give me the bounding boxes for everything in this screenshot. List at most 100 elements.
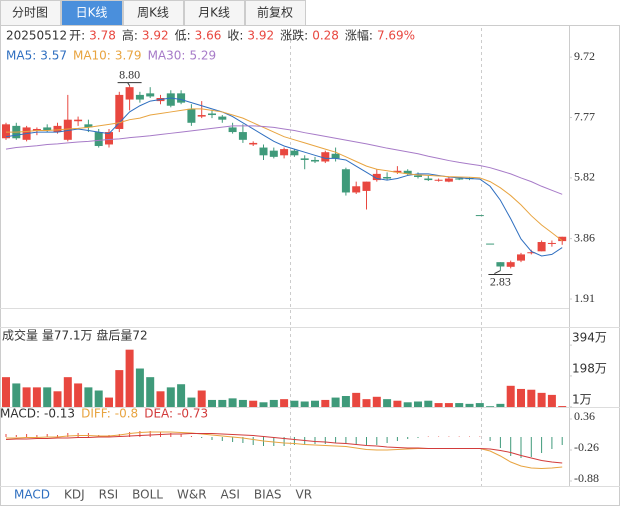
candle-body [94,132,103,147]
candle-body [32,128,41,131]
candle-body [496,262,505,267]
tab[interactable] [123,0,184,26]
indicator-tab[interactable]: VR [296,488,313,502]
y-tick-label: 198万 [572,361,607,375]
volume-bar [506,385,515,407]
volume-bar [105,397,113,407]
y-tick-label: -0.88 [574,471,599,485]
candle-body [218,116,227,120]
tab-label[interactable]: 前复权 [257,5,293,20]
candle-body [208,113,216,116]
candle-body [506,262,515,267]
tab[interactable] [0,0,61,26]
volume-bar [22,387,31,407]
tab[interactable] [61,0,123,26]
candle-body [444,178,453,182]
quote-date: 20250512 [6,29,67,43]
y-tick-label: 1万 [572,392,592,406]
volume-bar [486,406,495,407]
volume-bar [74,383,83,407]
y-tick-label: 9.72 [574,49,595,63]
volume-bar [32,387,41,407]
indicator-tab[interactable]: BIAS [254,488,282,502]
candle-body [84,124,93,128]
tab[interactable] [245,0,306,26]
quote-label: 涨幅: [345,28,373,43]
candle-body [2,124,10,139]
y-tick-label: 5.82 [574,170,595,184]
quote-value: 3.92 [142,29,169,43]
indicator-tab[interactable]: KDJ [64,488,85,502]
volume-bar [280,399,289,407]
candle-body [352,186,361,193]
tab-label[interactable]: 分时图 [12,6,48,20]
volume-bar [187,397,196,407]
ma-line [5,97,563,257]
candle-body [455,178,464,180]
indicator-tab[interactable]: BOLL [132,488,163,502]
tab-label[interactable]: 日K线 [76,6,108,20]
volume-bar [156,391,165,407]
extreme-label: 8.80 [119,67,140,81]
candle-body [63,119,72,140]
volume-bar [537,392,546,407]
quote-label: 开: [69,29,85,43]
macd-legend-value: -0.13 [44,407,75,421]
volume-bar [228,398,237,407]
indicator-tab[interactable]: ASI [221,488,240,502]
candle-body [269,150,278,157]
candle-body [321,152,330,162]
candle-body [105,132,113,145]
volume-bar [558,406,567,407]
volume-bar [63,377,72,407]
volume-bar [434,403,443,407]
quote-value: 3.92 [247,29,274,43]
ma-legend: MA30: [148,49,186,63]
quote-label: 低: [175,29,191,43]
volume-bar [84,387,93,407]
y-tick-label: 1.91 [574,291,595,305]
candle-body [290,150,299,156]
volume-bar [125,349,134,407]
macd-legend-value: -0.73 [177,407,208,421]
macd-legend: MACD: [0,407,40,421]
macd-line [5,433,563,464]
volume-bar [269,399,278,407]
volume-bar [352,392,361,407]
quote-label: 涨跌: [280,28,308,43]
indicator-tab[interactable]: RSI [99,488,119,502]
candle-body [259,147,268,156]
ma-line [6,108,563,242]
volume-bar [53,391,62,407]
indicator-tab[interactable]: W&R [177,488,207,502]
candle-body [517,254,525,261]
candle-body [280,149,289,156]
quote-label: 高: [122,28,138,43]
tab-label[interactable]: 月K线 [198,6,230,20]
candle-body [311,159,319,162]
volume-bar [115,370,124,407]
extreme-marker [494,270,501,274]
volume-bar [290,400,299,407]
candle-body [403,170,412,174]
ma-legend: MA10: [73,49,111,63]
candle-body [53,125,62,133]
volume-bar [444,403,453,407]
volume-bar [238,399,247,407]
quote-value: 0.28 [312,29,339,43]
tab[interactable] [184,0,245,26]
candle-body [527,252,536,254]
candle-body [475,215,484,217]
candle-body [146,93,155,97]
tab-label[interactable]: 周K线 [137,6,169,20]
volume-bar [218,399,227,407]
volume-bar [43,387,52,407]
candle-body [187,108,196,123]
y-tick-label: 3.86 [574,230,595,244]
candle-body [177,93,186,103]
y-tick-label: 394万 [572,331,607,345]
volume-bar [208,399,216,407]
indicator-tab[interactable]: MACD [14,488,50,502]
candle-body [166,93,175,106]
quote-label: 收: [227,29,243,43]
